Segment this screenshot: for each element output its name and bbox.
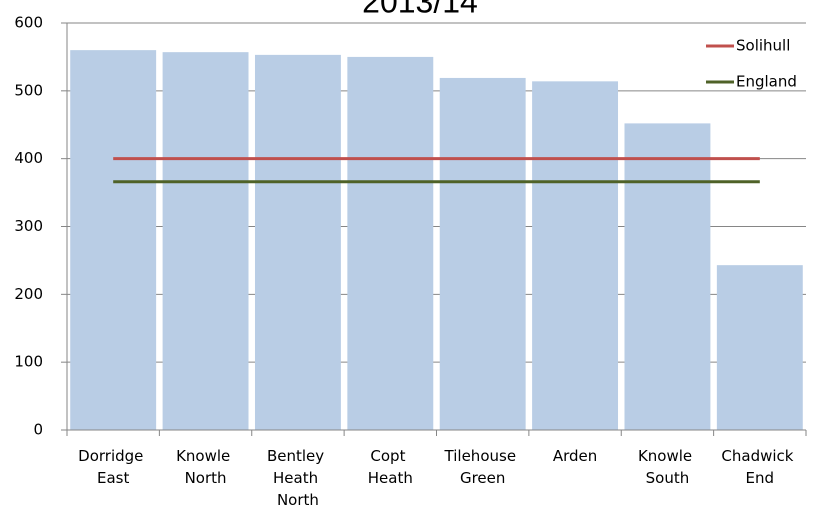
x-tick-label: Tilehouse Green bbox=[444, 447, 521, 487]
y-tick-label: 200 bbox=[14, 285, 43, 303]
x-tick-label: Bentley Heath North bbox=[267, 447, 329, 509]
x-tick-label: Dorridge East bbox=[78, 447, 148, 487]
y-tick-label: 600 bbox=[14, 14, 43, 32]
y-tick-label: 300 bbox=[14, 217, 43, 235]
y-tick-label: 100 bbox=[14, 353, 43, 371]
x-tick-label: Knowle South bbox=[638, 447, 697, 487]
legend-label: Solihull bbox=[736, 37, 790, 55]
y-tick-label: 0 bbox=[33, 421, 43, 439]
bar bbox=[532, 81, 619, 430]
chart-title: 2013/14 bbox=[362, 0, 478, 19]
x-tick-label: Chadwick End bbox=[721, 447, 798, 487]
y-tick-label: 500 bbox=[14, 81, 43, 99]
bar bbox=[162, 52, 249, 430]
x-tick-label: Knowle North bbox=[176, 447, 235, 487]
legend-label: England bbox=[736, 73, 797, 91]
bar bbox=[254, 54, 341, 431]
y-tick-label: 400 bbox=[14, 149, 43, 167]
bar bbox=[624, 123, 711, 430]
bar bbox=[70, 50, 157, 431]
x-tick-label: Arden bbox=[553, 447, 597, 465]
bar bbox=[439, 77, 526, 430]
x-tick-label: Copt Heath bbox=[368, 447, 413, 487]
bar bbox=[716, 265, 803, 430]
bar bbox=[347, 56, 434, 431]
